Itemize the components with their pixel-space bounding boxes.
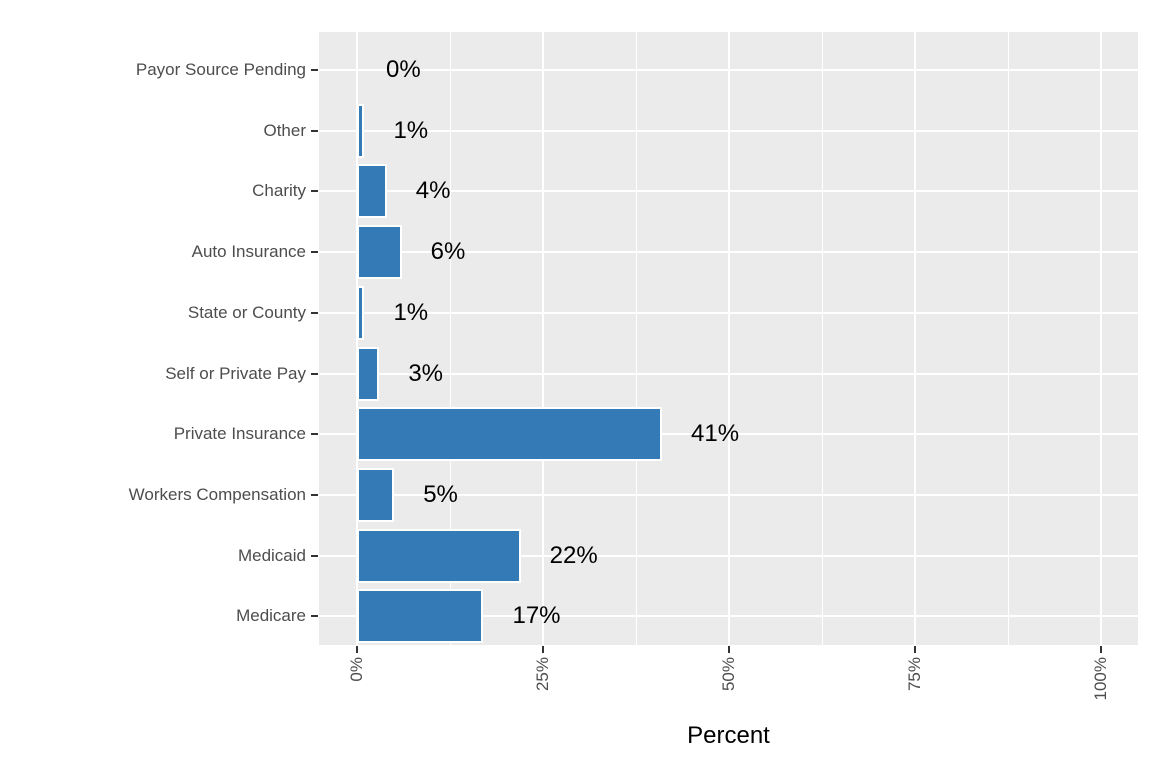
bar — [357, 346, 380, 401]
x-axis-tick — [914, 646, 916, 653]
y-axis-tick — [311, 251, 318, 254]
y-axis-tick — [311, 311, 318, 314]
y-axis-label: Self or Private Pay — [165, 363, 306, 383]
gridline-major-horizontal — [319, 69, 1138, 71]
y-axis-label: Private Insurance — [173, 424, 306, 444]
x-axis-tick-label: 25% — [533, 657, 552, 692]
bar — [357, 285, 365, 340]
bar — [357, 225, 402, 280]
y-axis-label: Payor Source Pending — [135, 60, 306, 79]
gridline-major-horizontal — [319, 615, 1138, 618]
y-axis-label: Medicare — [236, 606, 306, 626]
bar — [357, 468, 395, 523]
bar-value-label: 1% — [393, 116, 429, 144]
bar — [357, 407, 663, 462]
y-axis-tick — [311, 433, 318, 436]
bar-value-label: 22% — [549, 541, 598, 569]
y-axis-tick — [311, 615, 318, 618]
y-axis-label: Charity — [252, 181, 306, 201]
gridline-major-horizontal — [319, 433, 1138, 436]
gridline-minor-vertical — [821, 32, 823, 645]
y-axis-tick — [311, 69, 318, 71]
x-axis-tick-label: 50% — [719, 657, 738, 692]
gridline-major-horizontal — [319, 251, 1138, 254]
bar-value-label: 4% — [415, 177, 451, 205]
y-axis-label: Auto Insurance — [191, 242, 306, 262]
bar-value-label: 3% — [408, 359, 443, 387]
y-axis-tick — [311, 494, 318, 497]
gridline-minor-vertical — [635, 32, 637, 645]
gridline-major-horizontal — [319, 129, 1138, 132]
bar-value-label: 41% — [691, 420, 740, 448]
x-axis-tick — [728, 646, 730, 653]
gridline-major-vertical — [914, 32, 916, 645]
bar-value-label: 17% — [512, 602, 561, 630]
bar — [357, 589, 484, 644]
y-axis-label: Workers Compensation — [128, 485, 306, 505]
gridline-major-horizontal — [319, 494, 1138, 497]
bar-value-label: 1% — [393, 298, 429, 326]
x-axis-tick-label: 0% — [347, 657, 366, 682]
gridline-major-horizontal — [319, 311, 1138, 314]
bar-value-label: 5% — [423, 481, 458, 509]
bar-value-label: 0% — [386, 56, 421, 83]
gridline-minor-vertical — [449, 32, 451, 645]
bar-value-label: 6% — [430, 238, 466, 266]
y-axis-tick — [311, 190, 318, 193]
gridline-major-horizontal — [319, 190, 1138, 193]
gridline-major-horizontal — [319, 554, 1138, 557]
y-axis-tick — [311, 129, 318, 132]
x-axis-tick — [1100, 646, 1102, 653]
x-axis-tick — [356, 646, 358, 653]
gridline-minor-vertical — [1007, 32, 1009, 645]
gridline-major-vertical — [728, 32, 730, 645]
x-axis-tick-label: 75% — [905, 657, 924, 692]
y-axis-label: Medicaid — [237, 545, 306, 565]
x-axis-tick-label: 100% — [1091, 657, 1110, 701]
x-axis-tick — [542, 646, 544, 653]
x-axis-title: Percent — [687, 722, 770, 749]
y-axis-label: Other — [263, 120, 306, 140]
y-axis-tick — [311, 372, 318, 375]
bar — [357, 164, 387, 219]
y-axis-tick — [311, 554, 318, 557]
gridline-major-horizontal — [319, 372, 1138, 375]
bar — [357, 103, 365, 158]
gridline-major-vertical — [1100, 32, 1102, 645]
gridline-major-vertical — [542, 32, 544, 645]
y-axis-label: State or County — [187, 302, 306, 322]
bar — [357, 528, 521, 583]
